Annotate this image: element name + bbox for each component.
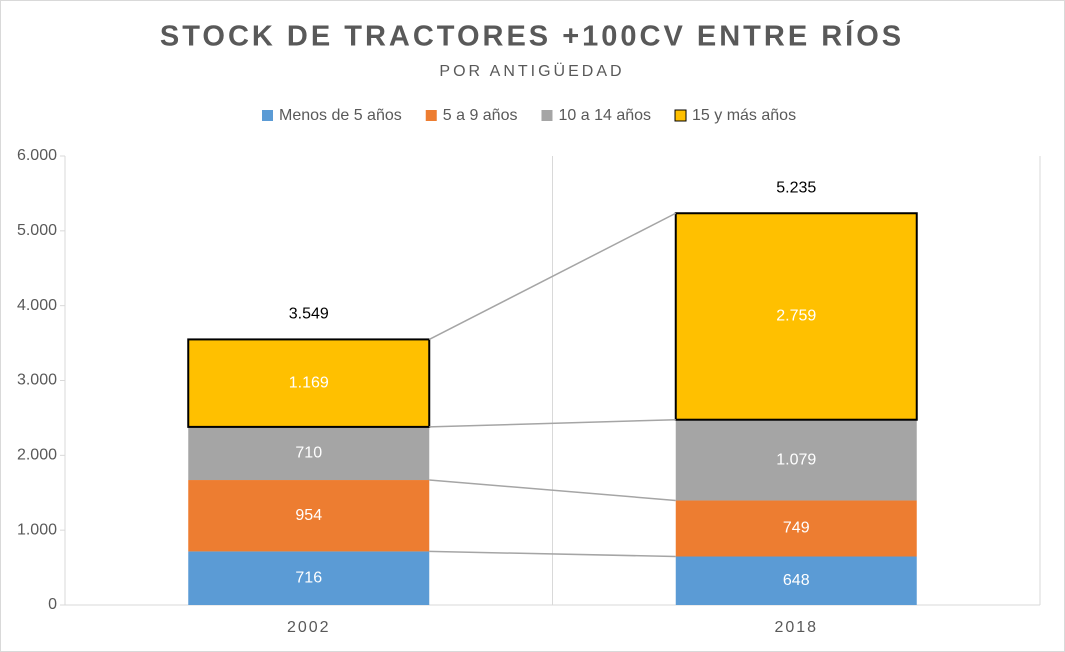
y-tick-label: 4.000 — [17, 297, 57, 314]
legend-swatch — [541, 110, 553, 121]
x-tick-label: 2002 — [287, 619, 331, 636]
series-connector — [429, 418, 676, 428]
value-label: 749 — [783, 520, 810, 537]
y-tick-label: 3.000 — [17, 372, 57, 389]
bar-segment — [675, 419, 917, 501]
series-connector — [428, 212, 677, 341]
bar-segment — [188, 480, 430, 552]
y-tick-label: 6.000 — [17, 147, 57, 164]
x-tick-label: 2018 — [774, 619, 818, 636]
value-label: 2.759 — [776, 308, 816, 325]
value-label: 954 — [295, 507, 322, 524]
value-label: 648 — [783, 572, 810, 589]
y-tick-label: 5.000 — [17, 222, 57, 239]
value-label: 1.079 — [776, 451, 816, 468]
chart-title: STOCK DE TRACTORES +100CV ENTRE RÍOS — [160, 19, 904, 53]
legend-swatch — [674, 109, 687, 122]
series-connector — [429, 550, 676, 558]
y-tick-label: 1.000 — [17, 521, 57, 538]
y-tick-label: 2.000 — [17, 447, 57, 464]
legend-label: 15 y más años — [692, 107, 796, 124]
value-label: 716 — [295, 569, 322, 586]
bar-segment — [187, 338, 431, 428]
bar-segment — [188, 426, 430, 481]
legend-label: 5 a 9 años — [443, 107, 518, 124]
total-label: 3.549 — [289, 306, 329, 323]
series-connector — [429, 479, 676, 502]
bar-segment — [188, 551, 430, 605]
legend-label: Menos de 5 años — [279, 107, 402, 124]
value-label: 1.169 — [289, 374, 329, 391]
legend-label: 10 a 14 años — [558, 107, 651, 124]
bar-segment — [675, 500, 917, 557]
legend-swatch — [425, 110, 437, 121]
value-label: 710 — [295, 445, 322, 462]
legend-swatch — [262, 110, 273, 121]
total-label: 5.235 — [776, 179, 816, 196]
y-tick-label: 0 — [48, 596, 57, 613]
bar-segment — [675, 556, 917, 605]
chart-subtitle: POR ANTIGÜEDAD — [439, 62, 624, 80]
bar-segment — [674, 212, 918, 421]
